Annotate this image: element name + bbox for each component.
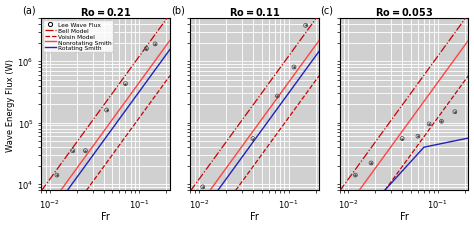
Point	[302, 25, 310, 28]
Point	[103, 109, 110, 112]
Point	[438, 120, 445, 123]
Point	[425, 123, 433, 126]
Point	[438, 120, 445, 123]
Point	[122, 82, 129, 86]
X-axis label: Fr: Fr	[400, 212, 409, 222]
Point	[82, 149, 89, 153]
Legend: Lee Wave Flux, Bell Model, Voisin Model, Nonrotating Smith, Rotating Smith: Lee Wave Flux, Bell Model, Voisin Model,…	[43, 21, 113, 53]
Point	[425, 123, 433, 126]
X-axis label: Fr: Fr	[250, 212, 259, 222]
Point	[199, 185, 207, 189]
Point	[249, 137, 257, 141]
Point	[352, 173, 359, 177]
Point	[414, 135, 422, 138]
Point	[122, 82, 129, 86]
Point	[143, 47, 150, 51]
Title: $\bf{Ro = 0.053}$: $\bf{Ro = 0.053}$	[375, 6, 433, 18]
Point	[290, 66, 298, 69]
Point	[53, 173, 61, 177]
Text: (a): (a)	[22, 6, 36, 16]
Point	[151, 43, 159, 47]
Point	[451, 110, 459, 114]
Point	[69, 149, 76, 153]
Point	[273, 95, 281, 99]
Point	[82, 149, 89, 153]
Point	[414, 135, 422, 138]
Text: (c): (c)	[320, 6, 333, 16]
Text: (b): (b)	[171, 6, 185, 16]
Point	[398, 137, 406, 141]
Point	[352, 173, 359, 177]
Point	[367, 161, 375, 165]
Point	[249, 137, 257, 141]
Y-axis label: Wave Energy Flux (W): Wave Energy Flux (W)	[6, 58, 15, 151]
Point	[103, 109, 110, 112]
Point	[273, 95, 281, 99]
Point	[143, 47, 150, 51]
Point	[302, 25, 310, 28]
Title: $\bf{Ro = 0.21}$: $\bf{Ro = 0.21}$	[80, 6, 131, 18]
X-axis label: Fr: Fr	[101, 212, 110, 222]
Title: $\bf{Ro = 0.11}$: $\bf{Ro = 0.11}$	[229, 6, 281, 18]
Point	[398, 137, 406, 141]
Point	[367, 161, 375, 165]
Point	[151, 43, 159, 47]
Point	[290, 66, 298, 69]
Point	[451, 110, 459, 114]
Point	[69, 149, 76, 153]
Point	[53, 173, 61, 177]
Point	[199, 185, 207, 189]
